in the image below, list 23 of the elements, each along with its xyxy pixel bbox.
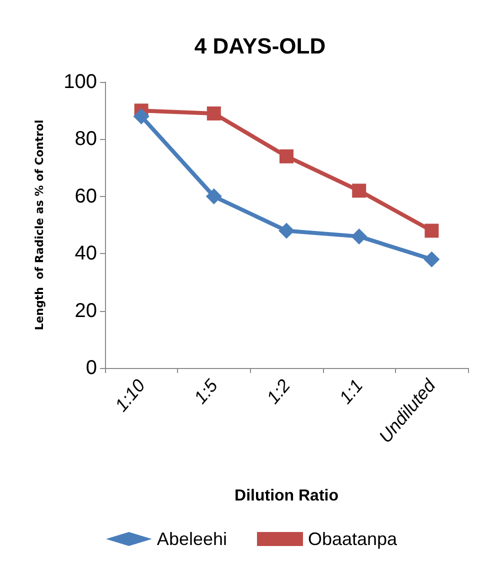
y-tick-label: 0 [86,357,97,379]
point [206,188,222,204]
x-tick-label: 1:1 [335,376,367,408]
point [352,184,366,198]
legend-label: Obaatanpa [308,529,398,549]
y-tick-label: 100 [64,71,97,93]
point [424,251,440,268]
point [424,224,439,238]
legend-label: Abeleehi [156,529,227,549]
y-axis-title: Length of Radicle as % of Control [33,120,46,330]
x-axis-title: Dilution Ratio [234,488,339,504]
chart-title: 4 DAYS-OLD [194,34,326,58]
point [280,149,294,164]
point [133,108,150,124]
point [351,228,368,244]
y-tick-label: 20 [74,300,97,322]
point [206,106,221,120]
y-tick-label: 80 [74,128,97,150]
x-tick-label: 1:2 [262,376,294,408]
y-tick-label: 40 [74,242,97,265]
y-tick-label: 60 [74,185,97,208]
x-tick-label: 1:5 [190,374,222,408]
point [278,222,294,239]
